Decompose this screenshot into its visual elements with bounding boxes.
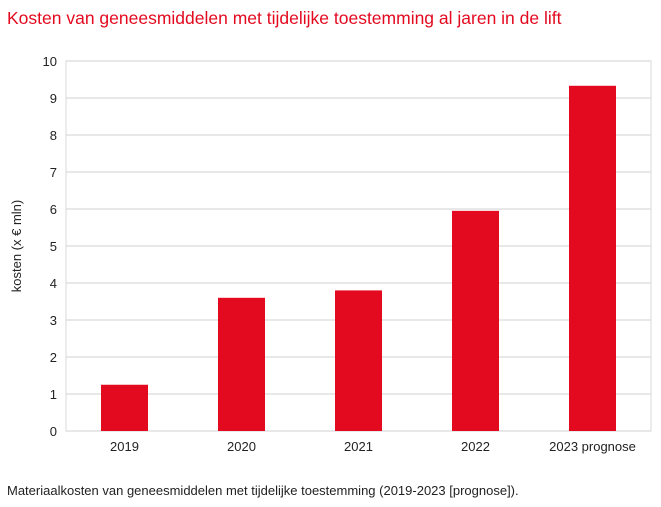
y-axis-label: kosten (x € mln) — [9, 200, 24, 292]
y-tick-label: 9 — [50, 91, 57, 106]
x-tick-label: 2023 prognose — [549, 439, 636, 454]
y-tick-label: 7 — [50, 165, 57, 180]
y-tick-label: 2 — [50, 350, 57, 365]
bar-2020 — [218, 297, 265, 431]
bar-2019 — [101, 384, 148, 431]
y-tick-label: 6 — [50, 202, 57, 217]
y-tick-label: 4 — [50, 276, 57, 291]
y-tick-label: 3 — [50, 313, 57, 328]
chart-title: Kosten van geneesmiddelen met tijdelijke… — [7, 8, 562, 28]
x-tick-label: 2021 — [344, 439, 373, 454]
bar-2021 — [335, 290, 382, 431]
y-tick-label: 10 — [43, 54, 57, 69]
chart-caption: Materiaalkosten van geneesmiddelen met t… — [7, 483, 519, 498]
x-tick-label: 2019 — [110, 439, 139, 454]
y-tick-label: 5 — [50, 239, 57, 254]
x-tick-label: 2020 — [227, 439, 256, 454]
bar-2022 — [452, 210, 499, 431]
x-tick-label: 2022 — [461, 439, 490, 454]
y-tick-label: 8 — [50, 128, 57, 143]
bar-2023-prognose — [569, 85, 616, 431]
y-tick-label: 0 — [50, 424, 57, 439]
y-tick-label: 1 — [50, 387, 57, 402]
